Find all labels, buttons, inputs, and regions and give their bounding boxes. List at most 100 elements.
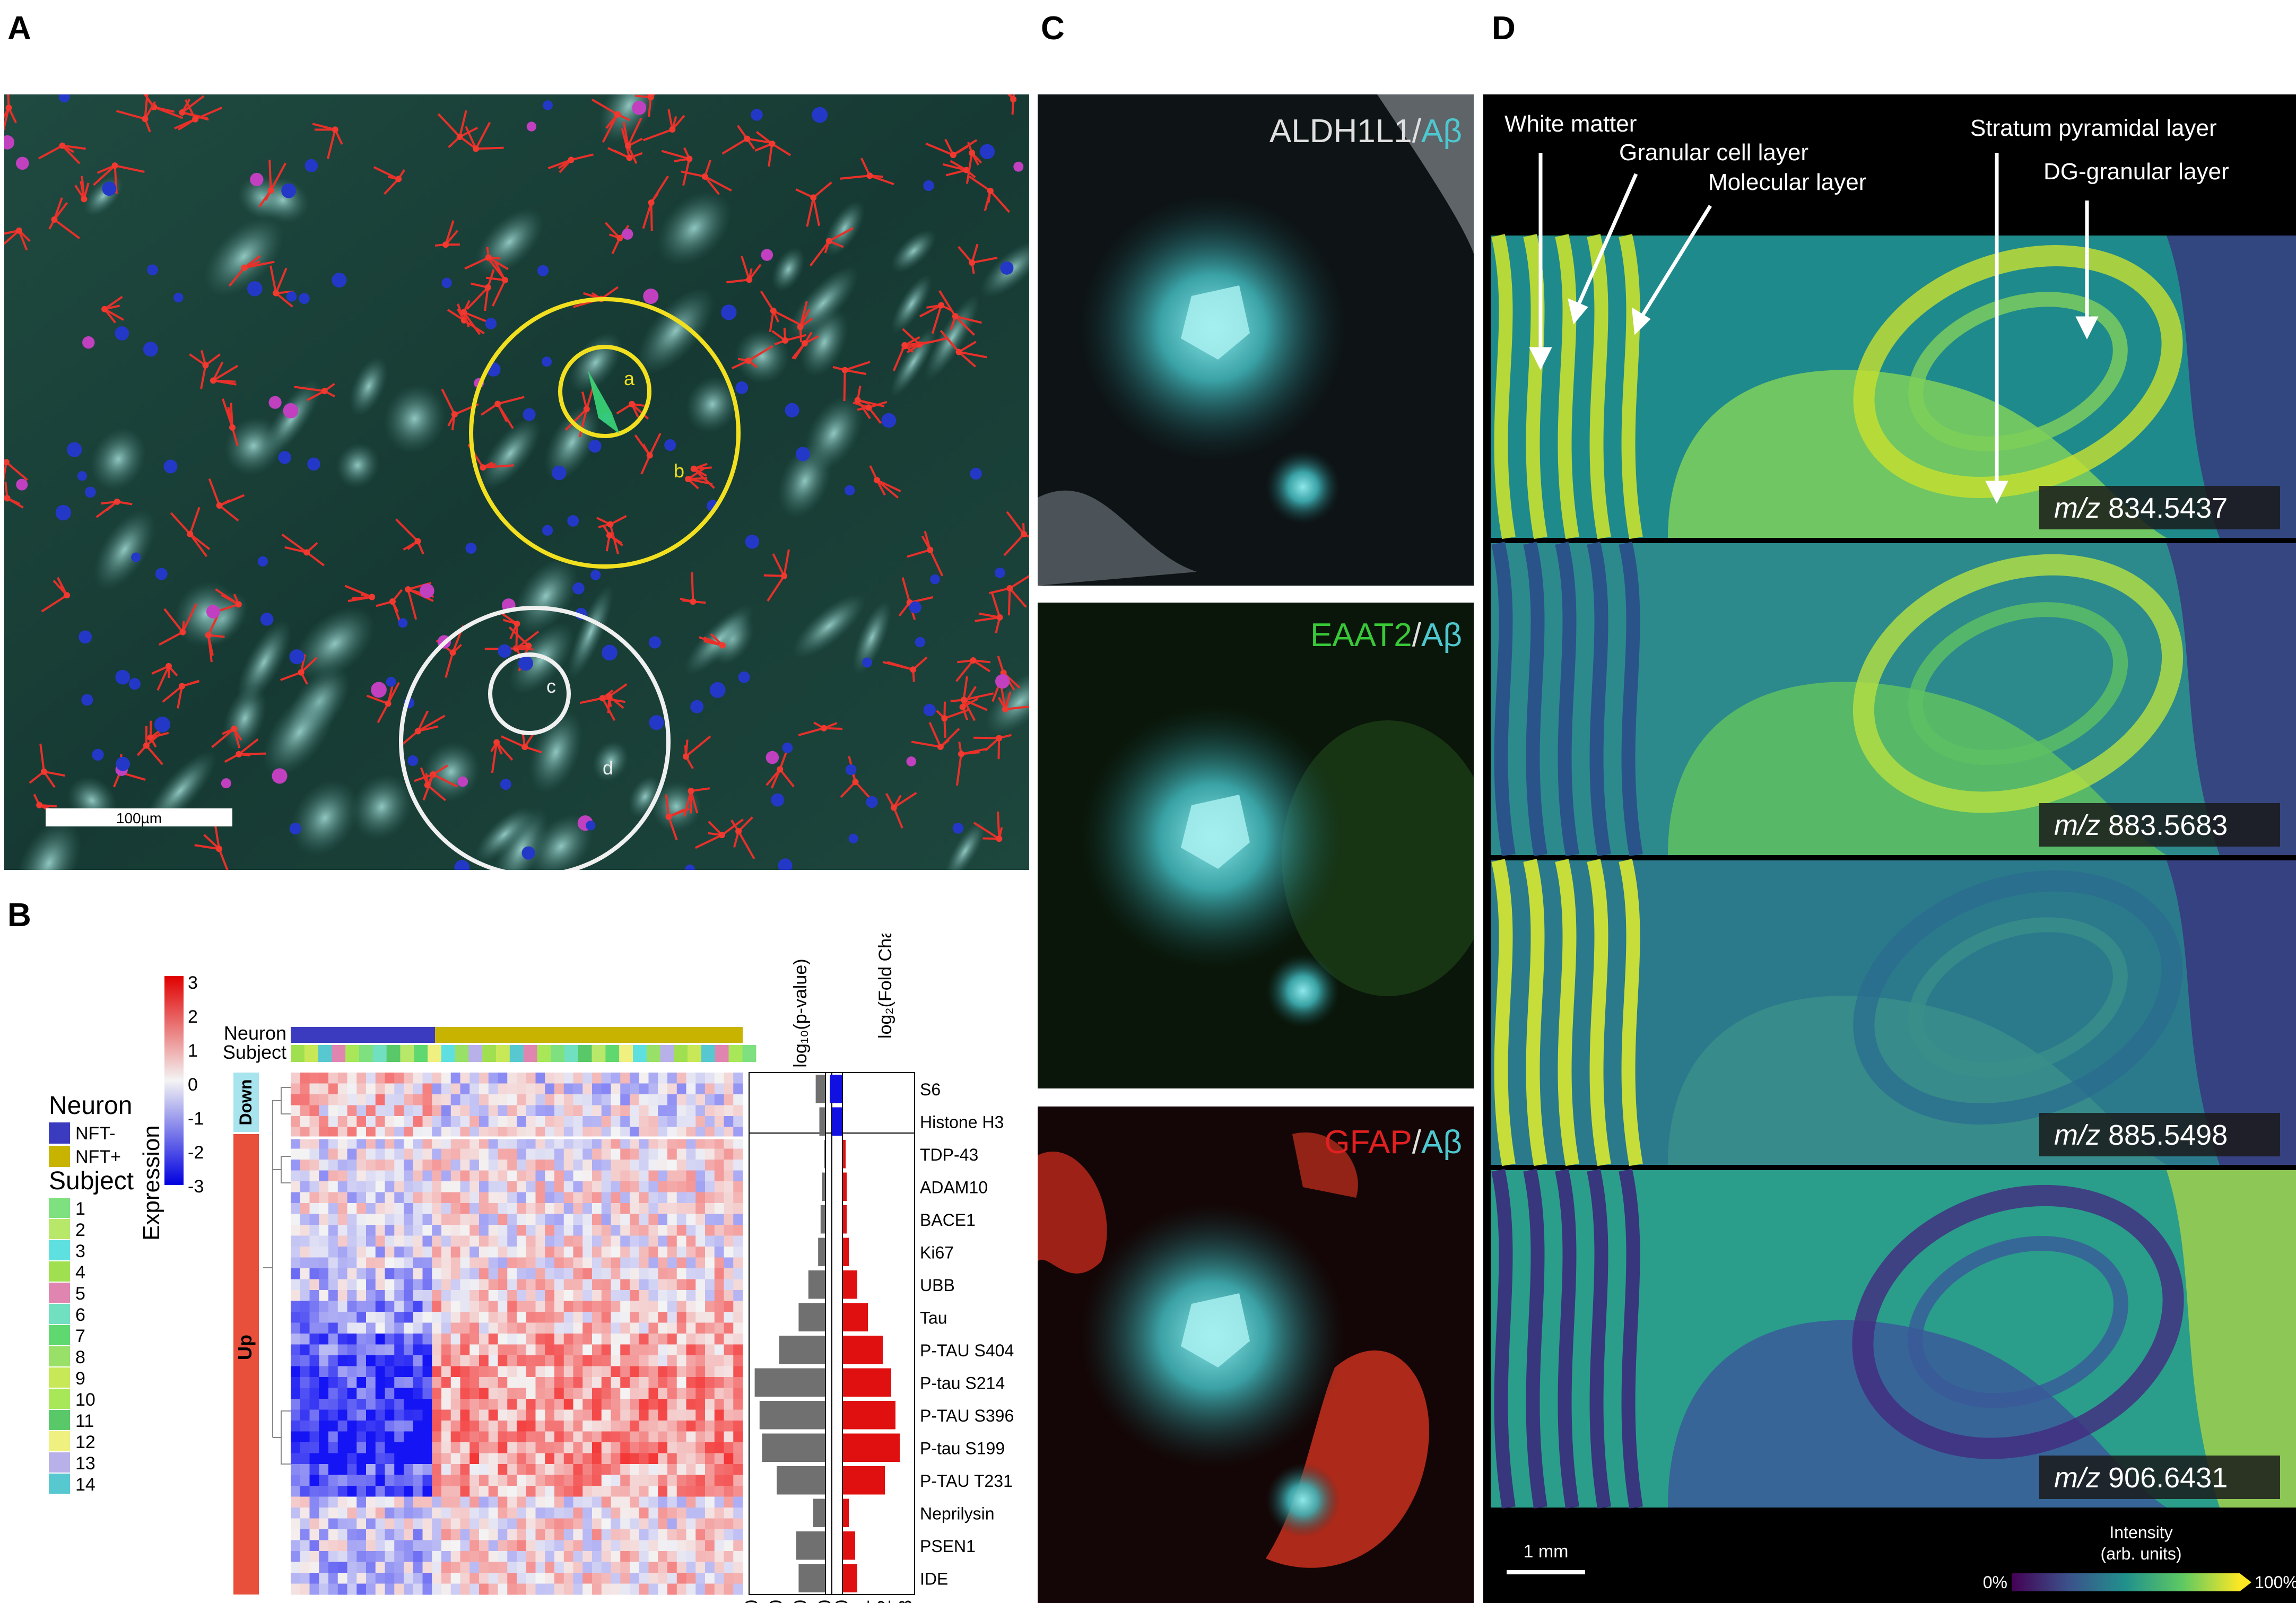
heatmap-cell <box>592 1127 602 1138</box>
heatmap-cell <box>714 1301 724 1312</box>
heatmap-cell <box>601 1583 611 1595</box>
heatmap-cell <box>328 1247 338 1258</box>
heatmap-cell <box>648 1247 658 1258</box>
heatmap-cell <box>469 1279 480 1291</box>
heatmap-cell <box>667 1247 677 1258</box>
nucleus <box>498 644 511 658</box>
heatmap-cell <box>469 1496 480 1508</box>
heatmap-cell <box>385 1344 395 1356</box>
heatmap-cell <box>535 1431 545 1443</box>
heatmap-cell <box>356 1214 367 1225</box>
heatmap-cell <box>309 1203 319 1214</box>
heatmap-cell <box>366 1529 376 1540</box>
heatmap-cell <box>507 1442 517 1453</box>
heatmap-cell <box>658 1475 668 1486</box>
heatmap-cell <box>498 1583 508 1595</box>
pvalue-bar <box>815 1075 825 1103</box>
heatmap-cell <box>319 1138 329 1149</box>
colorbar-tick: -2 <box>188 1143 204 1163</box>
heatmap-cell <box>328 1073 338 1084</box>
heatmap-cell <box>291 1453 301 1465</box>
heatmap-cell <box>507 1181 517 1192</box>
heatmap-cell <box>630 1508 640 1519</box>
astrocyte <box>189 350 221 389</box>
heatmap-cell <box>309 1540 319 1552</box>
heatmap-cell <box>488 1312 498 1323</box>
heatmap-cell <box>356 1431 367 1443</box>
heatmap-cell <box>648 1073 658 1084</box>
heatmap-cell <box>648 1464 658 1475</box>
heatmap-cell <box>658 1508 668 1519</box>
heatmap-cell <box>648 1377 658 1388</box>
heatmap-cell <box>309 1366 319 1378</box>
heatmap-cell <box>648 1214 658 1225</box>
heatmap-cell <box>498 1355 508 1366</box>
heatmap-cell <box>328 1290 338 1301</box>
heatmap-cell <box>450 1225 460 1236</box>
heatmap-cell <box>375 1573 385 1584</box>
heatmap-cell <box>526 1486 536 1497</box>
heatmap-cell <box>695 1475 706 1486</box>
heatmap-cell <box>630 1518 640 1530</box>
heatmap-cell <box>601 1138 611 1149</box>
heatmap-cell <box>517 1247 527 1258</box>
heatmap-cell <box>686 1442 696 1453</box>
heatmap-cell <box>432 1508 442 1519</box>
heatmap-cell <box>291 1388 301 1399</box>
heatmap-cell <box>658 1247 668 1258</box>
heatmap-cell <box>648 1290 658 1301</box>
heatmap-cell <box>507 1475 517 1486</box>
nucleus <box>407 755 419 766</box>
heatmap-cell <box>705 1094 715 1105</box>
heatmap-cell <box>460 1170 470 1182</box>
astrocyte <box>754 130 792 167</box>
heatmap-cell <box>563 1421 573 1432</box>
heatmap-cell <box>432 1301 442 1312</box>
heatmap-cell <box>498 1344 508 1356</box>
heatmap-cell <box>724 1301 734 1312</box>
heatmap-cell <box>385 1247 395 1258</box>
heatmap-cell <box>366 1399 376 1410</box>
heatmap-cell <box>535 1094 545 1105</box>
heatmap-cell <box>337 1388 347 1399</box>
heatmap-cell <box>724 1529 734 1540</box>
circle-d-outer <box>399 606 671 870</box>
heatmap-cell <box>639 1486 649 1497</box>
heatmap-cell <box>676 1279 686 1291</box>
heatmap-cell <box>554 1355 564 1366</box>
heatmap-cell <box>554 1203 564 1214</box>
heatmap-cell <box>648 1508 658 1519</box>
heatmap-cell <box>347 1562 357 1573</box>
astrocyte <box>798 721 843 736</box>
heatmap-cell <box>611 1573 621 1584</box>
heatmap-cell <box>507 1540 517 1552</box>
astrocyte <box>48 197 81 239</box>
heatmap-cell <box>601 1475 611 1486</box>
legend-swatch-subject <box>49 1474 70 1494</box>
heatmap-cell <box>714 1181 724 1192</box>
heatmap-cell <box>648 1181 658 1192</box>
heatmap-cell <box>469 1290 480 1301</box>
heatmap-cell <box>319 1399 329 1410</box>
heatmap-cell <box>667 1518 677 1530</box>
heatmap-cell <box>356 1334 367 1345</box>
heatmap-cell <box>291 1409 301 1421</box>
heatmap-cell <box>517 1496 527 1508</box>
heatmap-cell <box>450 1290 460 1301</box>
gene-label: IDE <box>920 1569 948 1588</box>
heatmap-cell <box>507 1366 517 1378</box>
nucleus <box>537 265 549 276</box>
heatmap-cell <box>319 1235 329 1247</box>
heatmap-cell <box>695 1508 706 1519</box>
astrocyte <box>642 175 669 231</box>
heatmap-cell <box>630 1409 640 1421</box>
heatmap-cell <box>714 1496 724 1508</box>
heatmap-cell <box>309 1073 319 1084</box>
heatmap-cell <box>601 1409 611 1421</box>
heatmap-cell <box>291 1496 301 1508</box>
nucleus <box>923 703 936 717</box>
heatmap-cell <box>309 1421 319 1432</box>
astrocyte <box>955 657 991 682</box>
heatmap-cell <box>498 1322 508 1334</box>
